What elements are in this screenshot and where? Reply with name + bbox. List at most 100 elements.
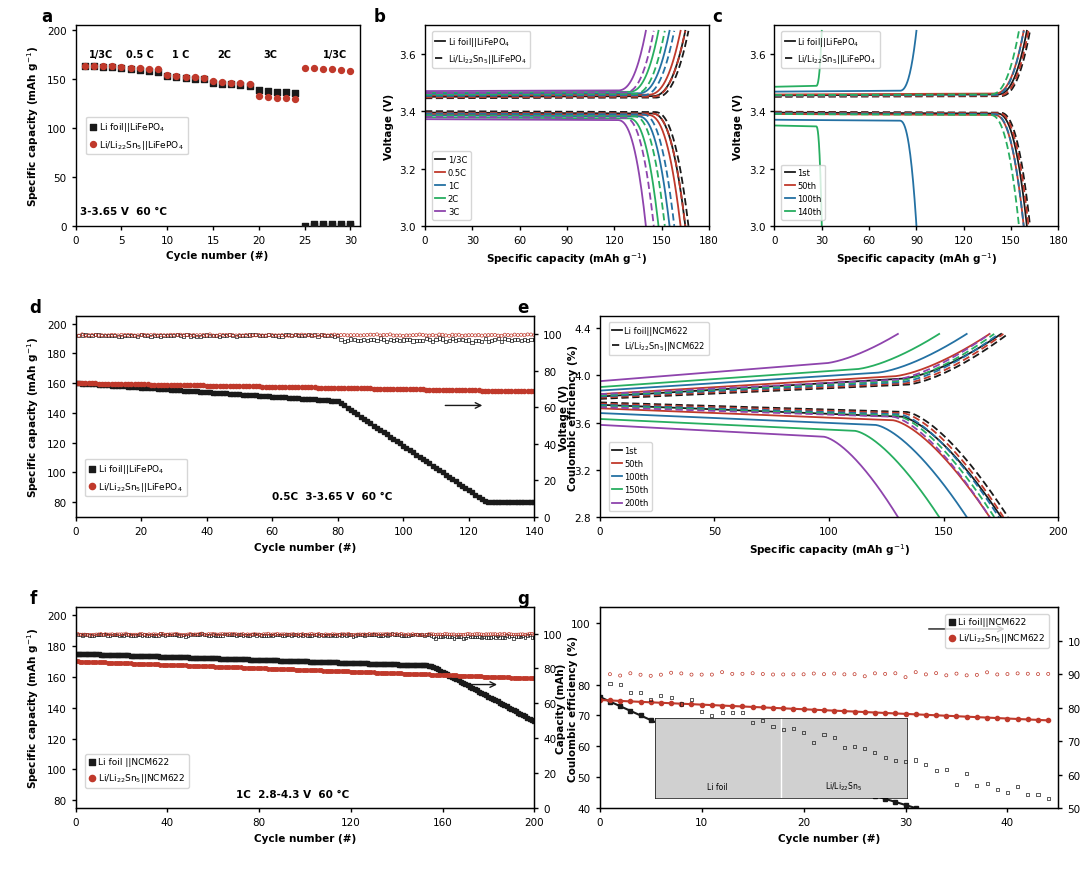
Point [346, 334, 363, 348]
Point [622, 667, 639, 680]
Point [181, 329, 199, 343]
Point [896, 754, 914, 768]
Point [86, 328, 104, 342]
Point [454, 329, 471, 343]
Point [475, 630, 492, 644]
Point [683, 693, 700, 706]
Point [130, 329, 147, 343]
Point [336, 335, 353, 349]
Point [314, 628, 332, 642]
Point [220, 628, 238, 642]
Point [149, 628, 166, 642]
Point [523, 328, 540, 342]
Point [112, 627, 130, 641]
Point [231, 328, 248, 342]
Point [207, 628, 225, 642]
Point [365, 628, 382, 642]
Point [457, 631, 474, 645]
Point [293, 329, 310, 343]
Point [140, 65, 158, 79]
Point [836, 740, 853, 754]
Point [118, 628, 135, 642]
Point [306, 328, 323, 342]
Point [270, 329, 287, 343]
Point [365, 627, 382, 641]
Point [500, 627, 517, 641]
Point [438, 630, 456, 644]
Point [90, 628, 107, 642]
Point [145, 627, 162, 641]
Point [87, 627, 105, 641]
Point [521, 628, 538, 642]
Point [154, 628, 172, 642]
Point [482, 631, 499, 645]
Point [257, 329, 274, 343]
Point [703, 708, 720, 722]
Point [486, 328, 503, 342]
Point [418, 628, 435, 642]
Point [390, 628, 407, 642]
Point [320, 329, 337, 343]
Y-axis label: Specific capacity (mAh g$^{-1}$): Specific capacity (mAh g$^{-1}$) [26, 627, 41, 788]
Point [228, 329, 245, 343]
Point [129, 628, 146, 642]
Point [133, 328, 150, 342]
Point [71, 628, 89, 642]
Point [69, 627, 86, 641]
Point [1029, 788, 1047, 802]
Point [825, 667, 842, 680]
Point [447, 328, 464, 342]
Point [149, 629, 166, 643]
Point [259, 84, 276, 98]
Point [149, 63, 166, 77]
Point [460, 328, 477, 342]
Point [117, 329, 134, 343]
Point [526, 631, 543, 645]
Point [969, 668, 986, 682]
Point [329, 328, 347, 342]
Y-axis label: Voltage (V): Voltage (V) [383, 93, 394, 159]
Point [296, 328, 313, 342]
Point [359, 328, 376, 342]
Point [424, 627, 442, 641]
Point [498, 628, 515, 642]
Text: 1C  2.8-4.3 V  60 °C: 1C 2.8-4.3 V 60 °C [237, 789, 349, 799]
Point [326, 328, 343, 342]
Point [278, 86, 295, 100]
Point [395, 627, 413, 641]
Point [825, 731, 842, 745]
Point [999, 786, 1016, 799]
Point [294, 628, 311, 642]
Legend: Li foil ||NCM622, Li/Li$_{22}$Sn$_5$||NCM622: Li foil ||NCM622, Li/Li$_{22}$Sn$_5$||NC… [84, 754, 189, 787]
Point [106, 328, 123, 342]
Point [415, 328, 432, 342]
Point [444, 328, 461, 342]
Point [480, 335, 497, 348]
Point [202, 627, 219, 641]
Point [212, 627, 229, 641]
Point [165, 627, 183, 641]
Point [320, 628, 337, 642]
X-axis label: Specific capacity (mAh g$^{-1}$): Specific capacity (mAh g$^{-1}$) [748, 542, 909, 558]
Point [502, 335, 519, 348]
Point [386, 627, 403, 641]
Point [427, 628, 444, 642]
Point [523, 334, 540, 348]
Point [90, 627, 107, 641]
Point [308, 628, 325, 642]
Point [194, 329, 212, 343]
Point [336, 328, 353, 342]
Point [400, 627, 417, 641]
Point [379, 628, 396, 642]
Point [477, 627, 495, 641]
Point [184, 627, 201, 641]
Point [222, 627, 240, 641]
Point [459, 627, 476, 641]
Point [372, 329, 389, 343]
Point [510, 627, 527, 641]
Point [298, 628, 315, 642]
Point [484, 630, 501, 644]
Point [181, 627, 199, 641]
Point [345, 629, 362, 643]
Point [815, 728, 833, 742]
